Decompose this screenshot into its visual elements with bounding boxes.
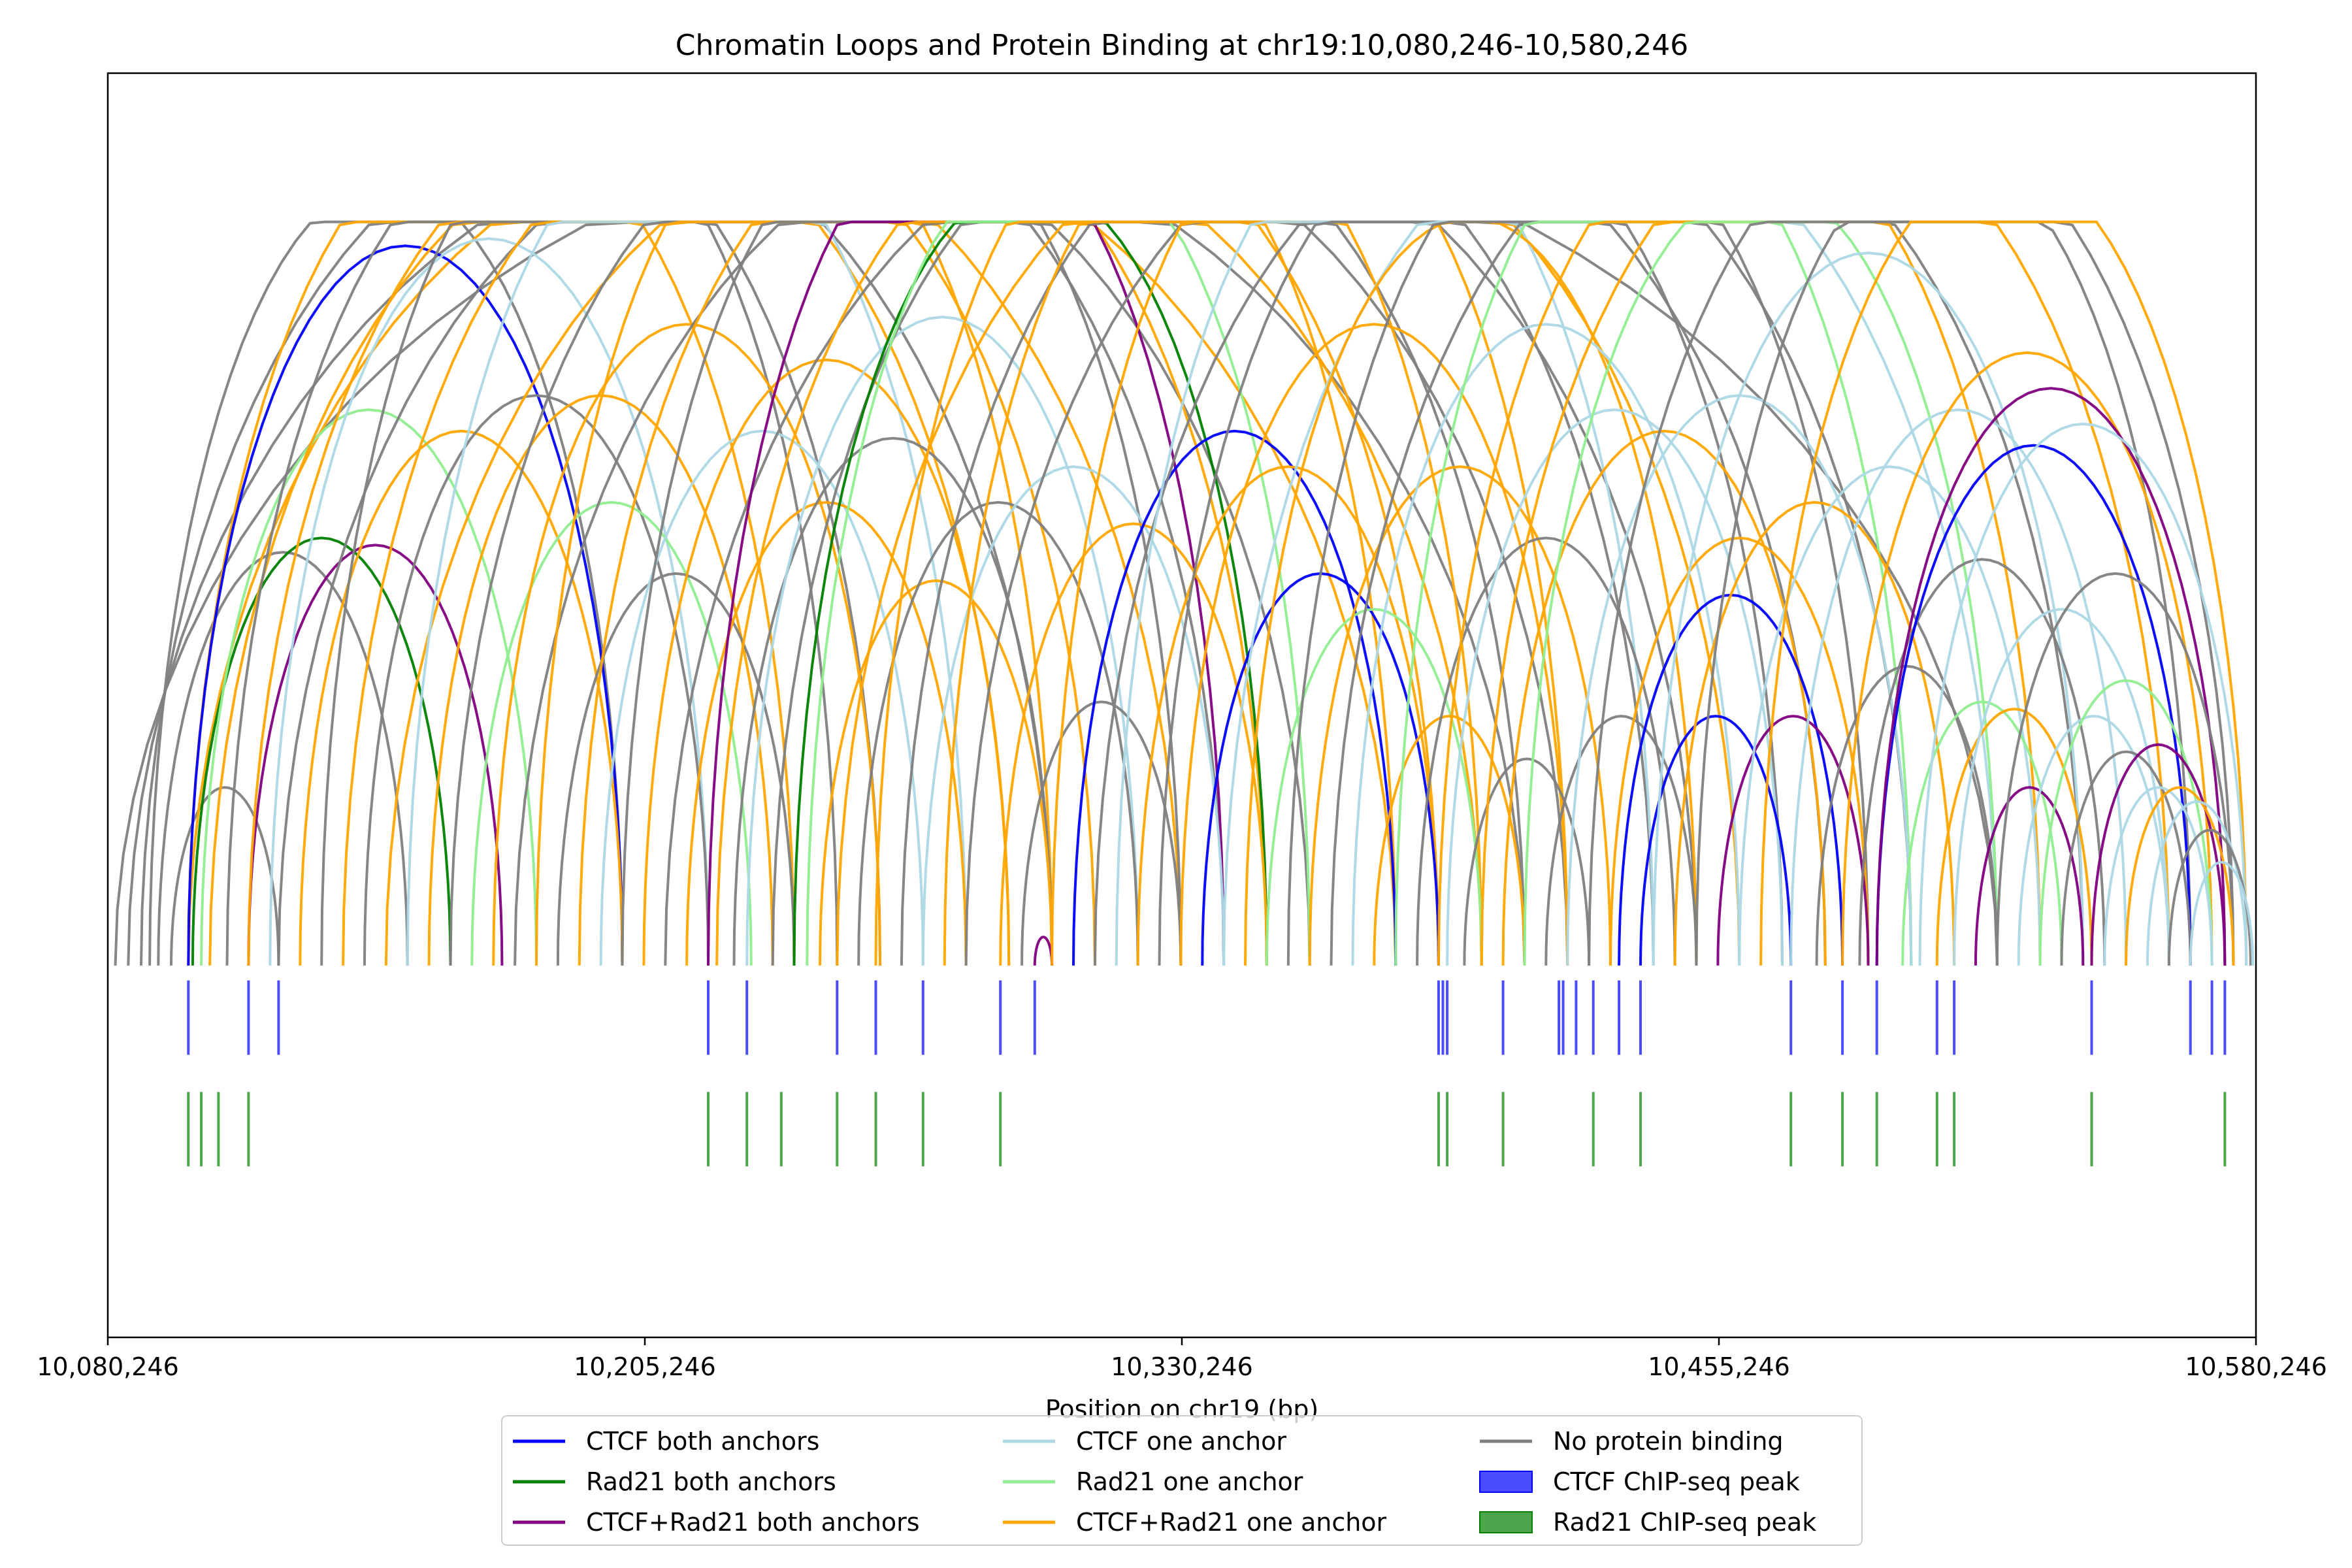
loop-arc-ctcf-both-anchors	[1639, 715, 1793, 966]
loop-arc-ctcf-rad21-one-anchor	[819, 579, 1054, 966]
x-tick-label: 10,455,246	[1648, 1352, 1790, 1381]
loop-arc-ctcf-one-anchor	[1738, 465, 2042, 966]
loop-arc-ctcf-rad21-both-anchors	[2090, 743, 2227, 966]
loop-arc-ctcf-rad21-one-anchor	[299, 429, 624, 966]
loop-arc-ctcf-rad21-one-anchor	[1136, 465, 1440, 966]
loop-arc-no-protein-binding	[1995, 572, 2235, 966]
loop-arc-ctcf-both-anchors	[187, 244, 624, 966]
legend-label-ctcf-chip-seq-peak: CTCF ChIP-seq peak	[1553, 1467, 1800, 1496]
legend-label-ctcf-rad21-both-anchors: CTCF+Rad21 both anchors	[586, 1508, 920, 1537]
legend-swatch-ctcf-chip-seq-peak	[1479, 1471, 1533, 1493]
loop-arc-ctcf-rad21-both-anchors	[247, 544, 504, 966]
loop-arc-ctcf-rad21-both-anchors	[1716, 715, 1870, 966]
loop-arc-ctcf-rad21-one-anchor	[1308, 465, 1612, 966]
loop-arc-ctcf-one-anchor	[2017, 715, 2170, 966]
legend: CTCF both anchors Rad21 both anchors CTCF+…	[501, 1415, 1863, 1546]
loop-arc-ctcf-rad21-one-anchor	[642, 358, 1011, 966]
loop-arc-ctcf-rad21-one-anchor	[1935, 708, 2093, 966]
loop-arcs	[114, 220, 2255, 966]
loop-arc-ctcf-one-anchor	[1789, 408, 2128, 966]
legend-label-rad21-chip-seq-peak: Rad21 ChIP-seq peak	[1553, 1508, 1816, 1537]
loop-arc-ctcf-one-anchor	[2189, 860, 2255, 966]
loop-arc-ctcf-rad21-both-anchors	[1033, 936, 1054, 966]
legend-label-ctcf-both-anchors: CTCF both anchors	[586, 1427, 819, 1456]
loop-arc-ctcf-rad21-one-anchor	[1841, 351, 2213, 966]
x-tick-label: 10,330,246	[1111, 1352, 1253, 1381]
legend-label-no-protein-binding: No protein binding	[1553, 1427, 1784, 1456]
loop-arc-ctcf-rad21-both-anchors	[1875, 387, 2227, 966]
legend-label-ctcf-rad21-one-anchor: CTCF+Rad21 one anchor	[1076, 1508, 1387, 1537]
loop-arc-rad21-one-anchor	[200, 408, 538, 966]
rad21-peak-track	[187, 1092, 2227, 1167]
loop-arc-ctcf-rad21-one-anchor	[1501, 429, 1827, 966]
loop-arc-no-protein-binding	[1021, 700, 1183, 966]
loop-arc-ctcf-rad21-one-anchor	[2125, 786, 2235, 966]
loop-arc-ctcf-rad21-one-anchor	[1759, 220, 2248, 966]
legend-label-rad21-both-anchors: Rad21 both anchors	[586, 1467, 836, 1496]
x-tick-label: 10,080,246	[37, 1352, 179, 1381]
loop-arc-no-protein-binding	[1416, 536, 1676, 966]
loop-arc-ctcf-one-anchor	[599, 429, 924, 966]
loop-arc-no-protein-binding	[556, 572, 796, 966]
chart-title: Chromatin Loops and Protein Binding at c…	[676, 29, 1688, 62]
loop-arc-rad21-one-anchor	[470, 500, 753, 966]
loop-arc-ctcf-rad21-one-anchor	[999, 522, 1268, 966]
legend-label-ctcf-one-anchor: CTCF one anchor	[1076, 1427, 1286, 1456]
loop-arc-ctcf-one-anchor	[745, 316, 1139, 966]
loop-arc-ctcf-one-anchor	[269, 237, 710, 966]
loop-arc-no-protein-binding	[1463, 757, 1591, 966]
loop-arc-no-protein-binding	[732, 436, 1054, 966]
legend-label-rad21-one-anchor: Rad21 one anchor	[1076, 1467, 1303, 1496]
loop-arc-ctcf-rad21-one-anchor	[685, 500, 968, 966]
loop-arc-ctcf-one-anchor	[921, 465, 1226, 966]
loop-arc-ctcf-both-anchors	[1072, 429, 1397, 966]
x-tick-label: 10,580,246	[2185, 1352, 2327, 1381]
loop-arc-no-protein-binding	[2060, 750, 2192, 966]
loop-arc-ctcf-one-anchor	[1446, 408, 1784, 966]
loop-arc-rad21-one-anchor	[2038, 679, 2213, 966]
loop-arc-ctcf-rad21-one-anchor	[1373, 715, 1526, 966]
x-axis: 10,080,246 10,205,246 10,330,246 10,455,246…	[37, 1337, 2327, 1381]
loop-arc-no-protein-binding	[1815, 664, 1999, 966]
loop-arc-ctcf-both-anchors	[1875, 444, 2192, 966]
loop-arc-no-protein-binding	[363, 394, 710, 966]
loop-arc-ctcf-one-anchor	[1918, 422, 2248, 966]
loop-arc-ctcf-rad21-one-anchor	[1609, 536, 1870, 966]
loop-arc-no-protein-binding	[1544, 715, 1698, 966]
legend-swatch-rad21-chip-seq-peak	[1479, 1511, 1533, 1533]
x-tick-label: 10,205,246	[574, 1352, 716, 1381]
loop-arc-ctcf-rad21-one-anchor	[492, 323, 882, 966]
loop-arc-no-protein-binding	[157, 551, 409, 966]
loop-arc-no-protein-binding	[1858, 558, 2106, 966]
loop-arc-rad21-one-anchor	[1265, 608, 1483, 966]
ctcf-peak-track	[187, 980, 2227, 1055]
loop-arc-no-protein-binding	[857, 500, 1139, 966]
loop-arc-rad21-both-anchors	[191, 536, 452, 966]
loop-arc-ctcf-rad21-one-anchor	[1179, 323, 1569, 966]
loop-arc-ctcf-rad21-both-anchors	[1974, 786, 2085, 966]
